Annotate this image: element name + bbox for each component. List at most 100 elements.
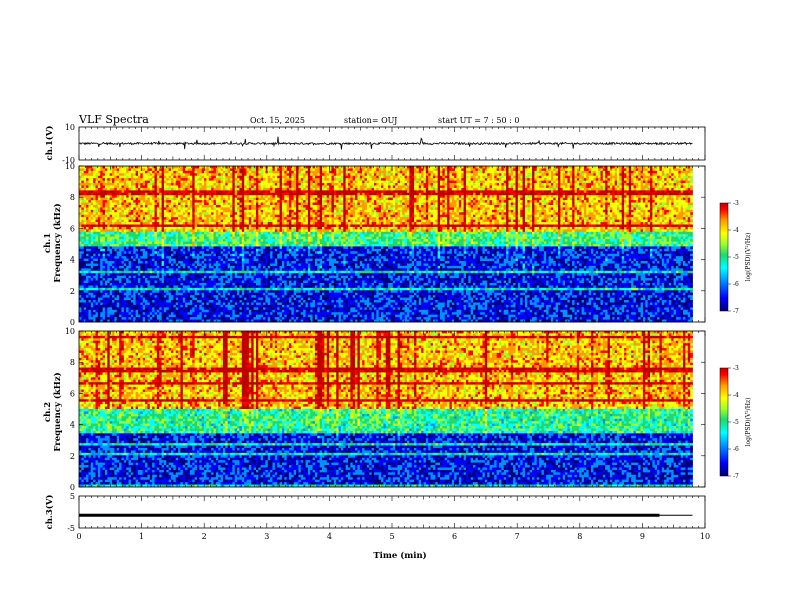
spectrogram-cell	[156, 205, 160, 208]
spectrogram-cell	[168, 192, 172, 196]
spectrogram-cell	[458, 173, 462, 177]
spectrogram-cell	[605, 192, 608, 196]
spectrogram-cell	[329, 185, 332, 189]
spectrogram-cell	[685, 175, 689, 179]
spectrogram-cell	[583, 183, 587, 186]
spectrogram-cell	[199, 185, 203, 189]
spectrogram-cell	[289, 185, 292, 189]
spectrogram-cell	[550, 200, 554, 203]
spectrogram-cell	[591, 195, 594, 199]
spectrogram-cell	[366, 187, 370, 191]
spectrogram-cell	[133, 192, 137, 196]
spectrogram-cell	[536, 192, 540, 196]
spectrogram-cell	[487, 185, 490, 189]
spectrogram-cell	[340, 175, 344, 179]
spectrogram-cell	[414, 166, 417, 169]
spectrogram-cell	[123, 202, 127, 206]
spectrogram-cell	[456, 170, 460, 174]
spectrogram-cell	[628, 180, 632, 184]
spectrogram-cell	[277, 195, 280, 199]
spectrogram-cell	[569, 175, 573, 179]
spectrogram-cell	[416, 192, 420, 196]
spectrogram-cell	[588, 195, 592, 199]
spectrogram-cell	[230, 170, 233, 174]
spectrogram-cell	[548, 170, 552, 174]
spectrogram-cell	[621, 197, 625, 201]
spectrogram-cell	[154, 207, 158, 211]
spectrogram-cell	[83, 202, 87, 206]
spectrogram-cell	[475, 183, 479, 186]
spectrogram-cell	[593, 173, 597, 177]
spectrogram-cell	[673, 168, 677, 172]
station-label: station= OUJ	[344, 116, 397, 125]
spectrogram-cell	[211, 209, 214, 213]
spectrogram-cell	[152, 180, 155, 184]
spectrogram-cell	[347, 180, 351, 184]
spectrogram-cell	[416, 207, 420, 211]
spectrogram-cell	[163, 173, 167, 177]
spectrogram-cell	[166, 178, 170, 182]
spectrogram-cell	[279, 200, 283, 203]
spectrogram-cell	[524, 205, 528, 208]
spectrogram-cell	[503, 192, 507, 196]
spectrogram-cell	[428, 185, 431, 189]
spectrogram-cell	[390, 173, 394, 177]
spectrogram-cell	[437, 192, 441, 196]
spectrogram-cell	[586, 195, 590, 199]
spectrogram-cell	[215, 187, 219, 191]
spectrogram-cell	[468, 190, 472, 194]
spectrogram-cell	[267, 192, 271, 196]
spectrogram-cell	[631, 190, 634, 194]
spectrogram-cell	[130, 170, 134, 174]
spectrogram-cell	[168, 185, 172, 189]
spectrogram-cell	[255, 207, 259, 211]
spectrogram-cell	[624, 170, 627, 174]
spectrogram-cell	[123, 168, 127, 172]
spectrogram-cell	[520, 183, 523, 186]
spectrogram-cell	[513, 173, 516, 177]
spectrogram-cell	[614, 175, 618, 179]
spectrogram-cell	[461, 202, 465, 206]
spectrogram-cell	[654, 192, 658, 196]
spectrogram-cell	[213, 185, 217, 189]
spectrogram-cell	[635, 200, 639, 203]
spectrogram-cell	[659, 187, 663, 191]
spectrogram-cell	[543, 185, 547, 189]
spectrogram-cell	[196, 209, 200, 213]
spectrogram-cell	[406, 175, 410, 179]
spectrogram-cell	[93, 175, 96, 179]
spectrogram-cell	[90, 202, 94, 206]
spectrogram-cell	[489, 180, 493, 184]
spectrogram-cell	[621, 166, 625, 169]
spectrogram-cell	[260, 202, 264, 206]
spectrogram-cell	[520, 200, 523, 203]
spectrogram-cell	[675, 166, 679, 169]
spectrogram-cell	[281, 200, 285, 203]
spectrogram-cell	[659, 175, 663, 179]
spectrogram-cell	[404, 202, 408, 206]
spectrogram-cell	[569, 192, 573, 196]
spectrogram-cell	[491, 185, 495, 189]
spectrogram-cell	[239, 168, 243, 172]
spectrogram-cell	[189, 185, 193, 189]
spectrogram-cell	[187, 192, 191, 196]
spectrogram-cell	[470, 166, 474, 169]
spectrogram-cell	[579, 207, 582, 211]
spectrogram-cell	[298, 205, 302, 208]
spectrogram-cell	[343, 190, 347, 194]
spectrogram-cell	[112, 209, 115, 213]
spectrogram-cell	[442, 185, 446, 189]
spectrogram-cell	[303, 207, 306, 211]
spectrogram-cell	[569, 197, 573, 201]
spectrogram-cell	[265, 207, 269, 211]
spectrogram-cell	[600, 197, 604, 201]
spectrogram-cell	[79, 187, 82, 191]
spectrogram-cell	[567, 205, 571, 208]
spectrogram-cell	[86, 200, 89, 203]
spectrogram-cell	[581, 207, 585, 211]
spectrogram-cell	[503, 173, 507, 177]
spectrogram-cell	[314, 173, 318, 177]
spectrogram-cell	[499, 197, 502, 201]
spectrogram-cell	[189, 175, 193, 179]
spectrogram-cell	[513, 202, 516, 206]
